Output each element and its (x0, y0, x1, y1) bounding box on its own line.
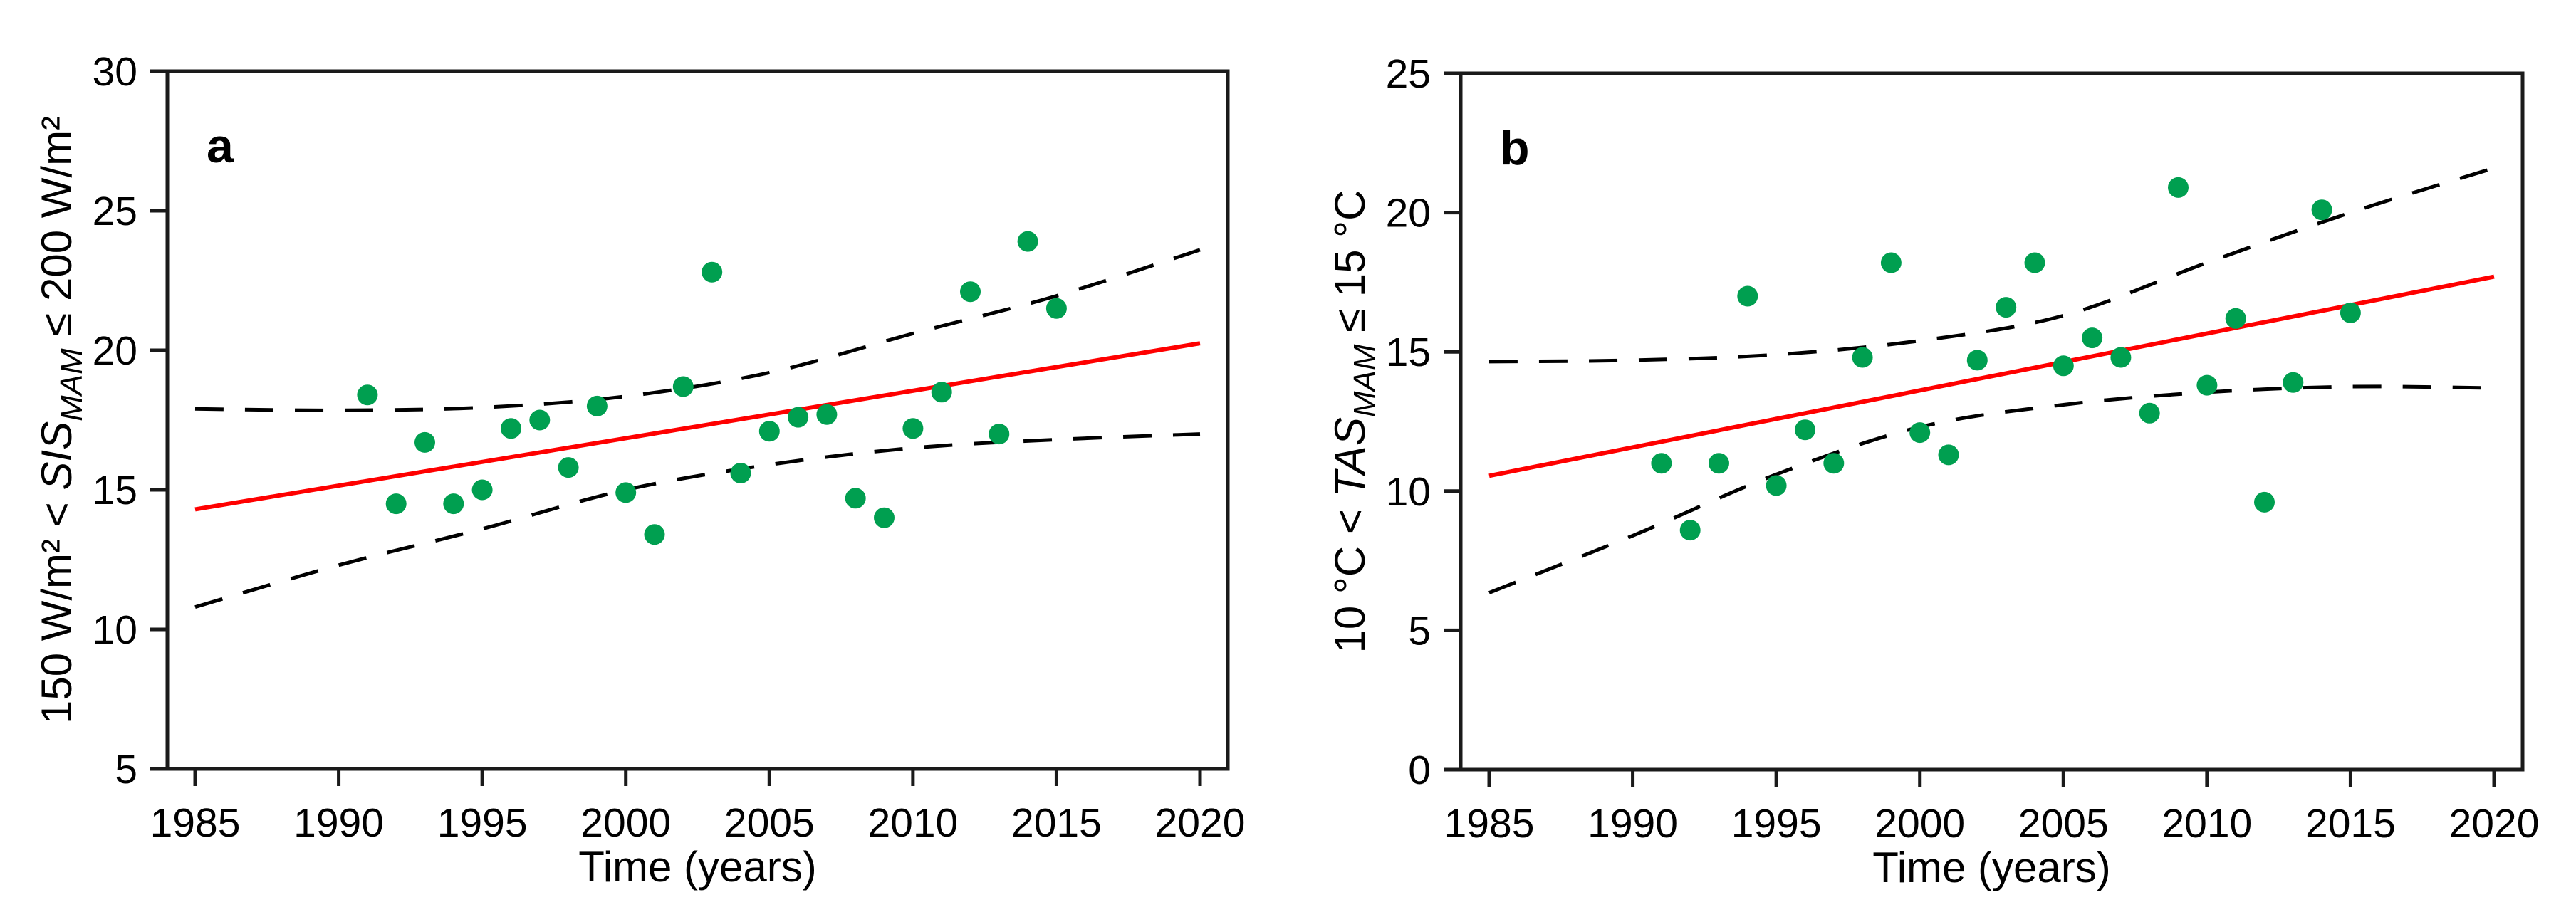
data-point (672, 376, 694, 397)
data-point (471, 479, 493, 501)
x-tick-label: 2010 (867, 800, 958, 846)
x-tick-label: 2010 (2162, 801, 2252, 847)
data-point (960, 281, 981, 303)
data-point (989, 424, 1010, 445)
trend-line (1488, 274, 2495, 478)
data-point (845, 488, 866, 509)
x-tick-label: 2015 (1011, 800, 1102, 846)
data-point (2139, 402, 2160, 424)
x-tick-label: 2020 (1155, 800, 1246, 846)
y-tick-label: 30 (93, 49, 137, 95)
x-axis-title: Time (years) (578, 843, 816, 891)
data-point (1823, 453, 1845, 474)
data-point (1737, 285, 1758, 307)
x-tick-label: 1985 (150, 800, 241, 846)
x-tick-label: 2020 (2449, 801, 2540, 847)
data-point (788, 407, 809, 428)
x-tick-label: 1985 (1444, 801, 1535, 847)
y-axis-title: 10 °C < TASMAM ≤ 15 °C (1326, 189, 1382, 653)
data-point (558, 457, 579, 478)
data-point (2254, 491, 2275, 513)
data-point (501, 418, 521, 439)
data-point (1795, 419, 1815, 441)
data-points (1651, 177, 2361, 541)
data-point (1651, 453, 1672, 474)
panel-b: 1985 1990 1995 2000 2005 2010 2015 2020 0 5 10 15 20… (1326, 51, 2539, 891)
data-point (2283, 372, 2304, 393)
data-point (2053, 355, 2074, 377)
data-point (385, 493, 407, 515)
panel-letter: b (1500, 121, 1530, 175)
data-point (644, 524, 665, 545)
y-tick-label: 15 (93, 468, 137, 513)
data-point (874, 507, 895, 528)
data-point (529, 409, 551, 431)
data-point (1880, 252, 1902, 273)
x-axis-title: Time (years) (1872, 844, 2110, 891)
data-point (1852, 347, 1873, 368)
x-tick-label: 1995 (1731, 801, 1822, 847)
panel-letter: a (207, 119, 234, 173)
panel-a: 1985 1990 1995 2000 2005 2010 2015 2020 5 10 15 20 2… (33, 49, 1245, 891)
data-point (2196, 374, 2218, 396)
data-point (758, 421, 780, 442)
confidence-band-lower (1488, 384, 2495, 594)
y-tick-label: 10 (93, 607, 137, 653)
data-point (931, 382, 952, 403)
data-point (902, 418, 924, 439)
plot-frame (165, 69, 1230, 771)
data-point (2225, 308, 2246, 329)
data-point (2024, 252, 2045, 273)
y-tick-label: 5 (115, 747, 137, 792)
data-points (357, 231, 1067, 545)
trend-line (194, 341, 1201, 512)
y-tick-label: 5 (1408, 608, 1431, 654)
confidence-band-upper (194, 248, 1201, 412)
data-point (586, 395, 608, 416)
data-point (1966, 350, 1988, 371)
confidence-band-upper (1488, 166, 2495, 364)
data-point (2110, 347, 2132, 368)
data-point (702, 261, 723, 283)
data-point (1996, 297, 2017, 318)
data-point (2340, 302, 2361, 323)
x-tick-label: 2000 (1874, 801, 1965, 847)
data-point (414, 431, 435, 453)
y-tick-label: 10 (1386, 469, 1431, 515)
y-tick-label: 15 (1386, 330, 1431, 375)
y-axis-title: 150 W/m² < SISMAM ≤ 200 W/m² (33, 116, 89, 724)
data-point (615, 482, 637, 503)
y-tick-label: 25 (93, 189, 137, 234)
plot-frame (1459, 71, 2525, 772)
data-point (1045, 298, 1067, 319)
data-point (1909, 422, 1931, 444)
confidence-band-lower (194, 432, 1201, 609)
x-tick-label: 2015 (2305, 801, 2396, 847)
data-point (730, 463, 751, 483)
data-point (1017, 231, 1038, 252)
x-tick-label: 1995 (437, 800, 528, 846)
y-tick-label: 0 (1408, 748, 1431, 793)
data-point (2168, 177, 2189, 198)
data-point (1938, 444, 1959, 466)
y-tick-label: 20 (1386, 191, 1431, 236)
x-tick-label: 1990 (1587, 801, 1678, 847)
data-point (816, 404, 838, 425)
data-point (1709, 453, 1729, 474)
data-point (1766, 475, 1787, 496)
data-point (357, 384, 378, 406)
x-tick-label: 2000 (580, 800, 671, 846)
data-point (1679, 520, 1701, 541)
x-tick-label: 1990 (293, 800, 384, 846)
x-tick-label: 2005 (724, 800, 815, 846)
y-tick-label: 20 (93, 328, 137, 374)
data-point (2311, 199, 2332, 221)
data-point (2082, 328, 2103, 349)
y-tick-label: 25 (1386, 51, 1431, 97)
x-tick-label: 2005 (2018, 801, 2109, 847)
data-point (443, 493, 464, 515)
